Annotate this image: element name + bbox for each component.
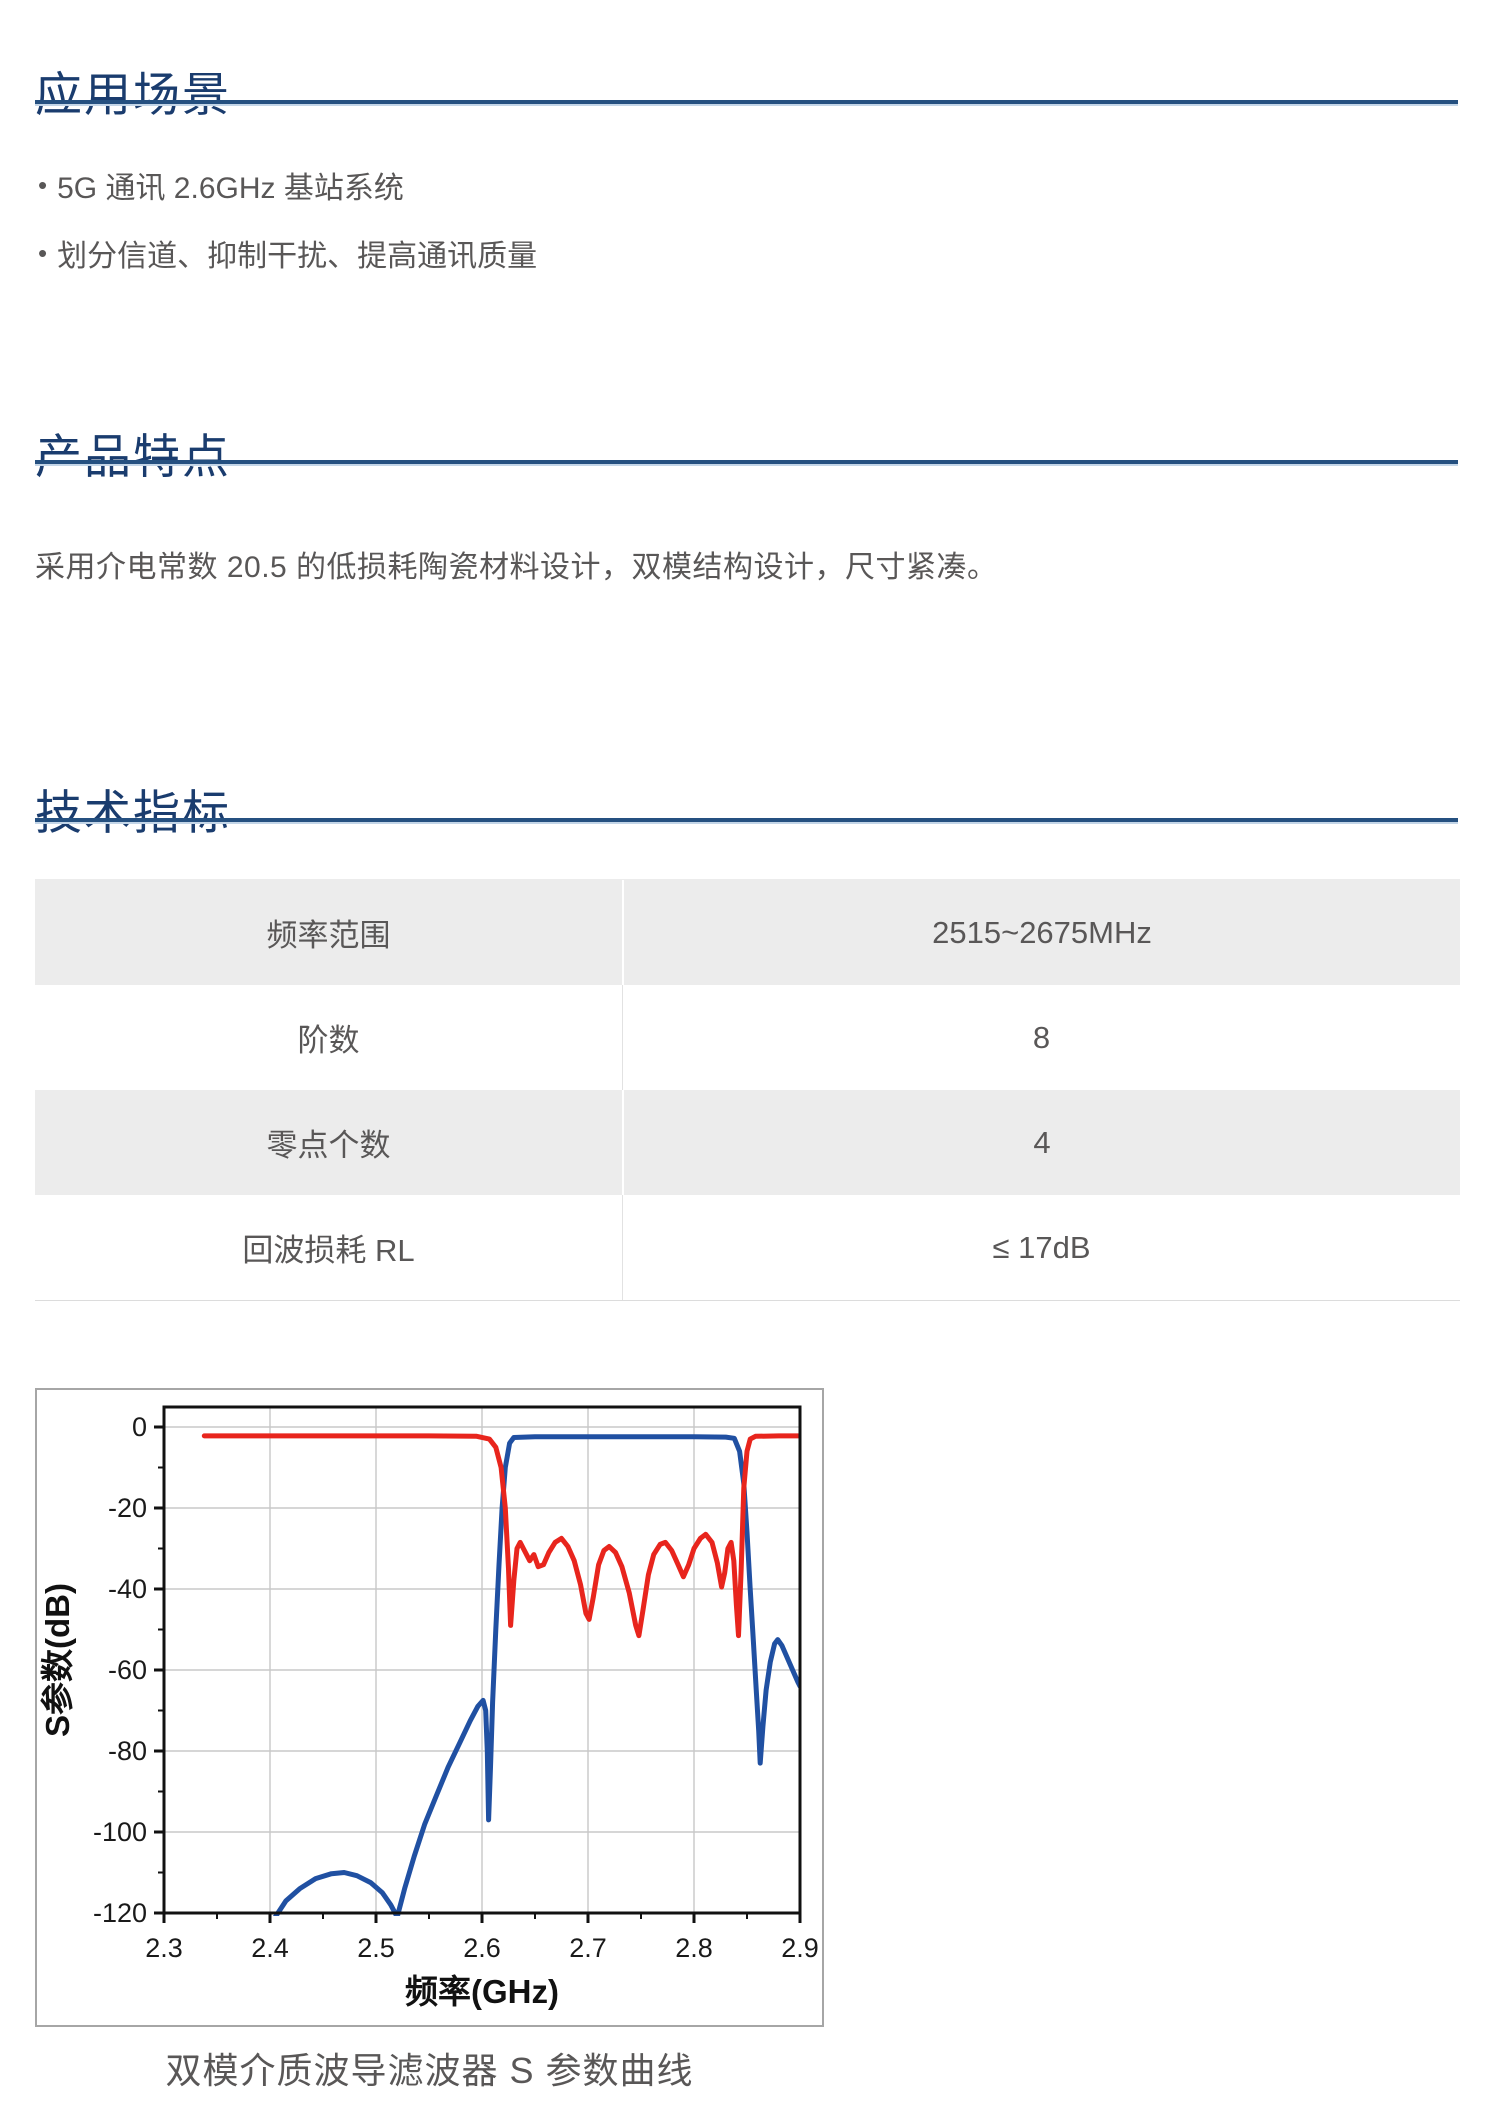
table-row: 阶数 8 [35,985,1460,1090]
s-parameter-chart: 2.3 2.4 2.5 2.6 2.7 2.8 2.9 0 -20 -40 -60 -80 -100 -1… [39,1405,819,2010]
bullet-text: 5G 通讯 2.6GHz 基站系统 [57,172,404,205]
spec-label: 回波损耗 RL [35,1195,623,1300]
spec-label: 阶数 [35,985,623,1090]
svg-text:2.9: 2.9 [781,1933,819,1963]
svg-text:-60: -60 [108,1655,147,1685]
section-title-specs: 技术指标 [35,786,231,839]
spec-value: 2515~2675MHz [932,914,1152,950]
figure-caption: 双模介质波导滤波器 S 参数曲线 [165,2050,694,2091]
grid [164,1407,800,1913]
section-rule [35,460,1458,466]
section-rule [35,818,1458,824]
bullet-icon: • [38,237,48,268]
blue-transmission-curve [273,1434,800,1916]
table-row: 零点个数 4 [35,1090,1460,1195]
svg-text:-20: -20 [108,1493,147,1523]
spec-label: 零点个数 [35,1090,624,1195]
axis-ticks [154,1425,802,1923]
svg-text:2.3: 2.3 [145,1933,183,1963]
red-return-loss-curve [201,1433,800,1639]
svg-text:2.5: 2.5 [357,1933,395,1963]
spec-value: ≤ 17dB [992,1229,1091,1265]
svg-text:-120: -120 [93,1898,147,1928]
spec-value: 8 [1032,1019,1051,1055]
curves [201,1433,800,1916]
svg-text:2.6: 2.6 [463,1933,501,1963]
svg-text:2.4: 2.4 [251,1933,289,1963]
list-item: • 5G 通讯 2.6GHz 基站系统 [38,163,404,207]
bullet-text: 划分信道、抑制干扰、提高通讯质量 [57,240,538,273]
y-axis-title: S参数(dB) [39,1583,76,1737]
svg-text:2.8: 2.8 [675,1933,713,1963]
spec-label: 频率范围 [35,880,624,985]
svg-text:-40: -40 [108,1574,147,1604]
section-rule [35,100,1458,106]
svg-text:2.7: 2.7 [569,1933,607,1963]
x-axis-title: 频率(GHz) [405,1973,559,2010]
svg-text:-80: -80 [108,1736,147,1766]
section-title-application: 应用场景 [35,68,231,121]
svg-text:0: 0 [132,1412,147,1442]
svg-text:-100: -100 [93,1817,147,1847]
section-title-features: 产品特点 [35,430,231,483]
s-parameter-figure-box: 2.3 2.4 2.5 2.6 2.7 2.8 2.9 0 -20 -40 -60 -80 -100 -1… [35,1388,824,2027]
table-row: 频率范围 2515~2675MHz [35,880,1460,985]
list-item: • 划分信道、抑制干扰、提高通讯质量 [38,231,537,275]
spec-table: 频率范围 2515~2675MHz 阶数 8 零点个数 4 回波损耗 RL ≤ … [35,879,1460,1301]
bullet-icon: • [38,169,48,200]
table-row: 回波损耗 RL ≤ 17dB [35,1195,1460,1300]
tick-labels: 2.3 2.4 2.5 2.6 2.7 2.8 2.9 0 -20 -40 -60 -80 -100 -1… [93,1412,819,1963]
spec-value: 4 [1033,1124,1051,1160]
features-paragraph: 采用介电常数 20.5 的低损耗陶瓷材料设计，双模结构设计，尺寸紧凑。 [35,551,998,584]
